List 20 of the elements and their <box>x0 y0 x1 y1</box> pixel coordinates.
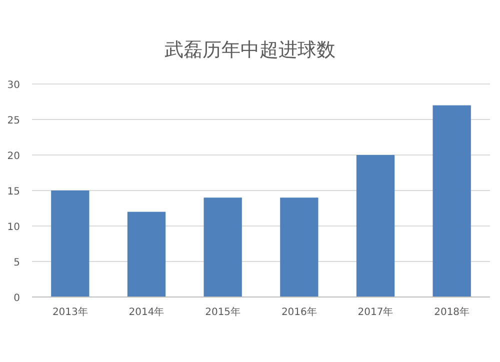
x-tick-label: 2018年 <box>434 306 470 318</box>
y-tick-label: 0 <box>14 293 20 304</box>
bar <box>432 105 471 297</box>
bar <box>51 190 90 297</box>
x-tick-label: 2015年 <box>205 306 241 318</box>
y-tick-label: 10 <box>7 222 20 233</box>
x-tick-label: 2013年 <box>52 306 88 318</box>
y-tick-label: 5 <box>14 258 20 268</box>
chart-title: 武磊历年中超进球数 <box>164 39 336 61</box>
bar <box>356 155 395 297</box>
y-tick-label: 25 <box>7 116 20 126</box>
bar <box>280 198 318 297</box>
y-tick-label: 30 <box>7 80 20 91</box>
bar <box>204 198 242 297</box>
y-tick-label: 20 <box>7 151 20 162</box>
y-tick-label: 15 <box>7 186 20 198</box>
bar <box>127 212 166 297</box>
x-tick-label: 2017年 <box>358 306 394 318</box>
x-tick-label: 2016年 <box>281 306 317 318</box>
x-tick-label: 2014年 <box>128 306 164 318</box>
